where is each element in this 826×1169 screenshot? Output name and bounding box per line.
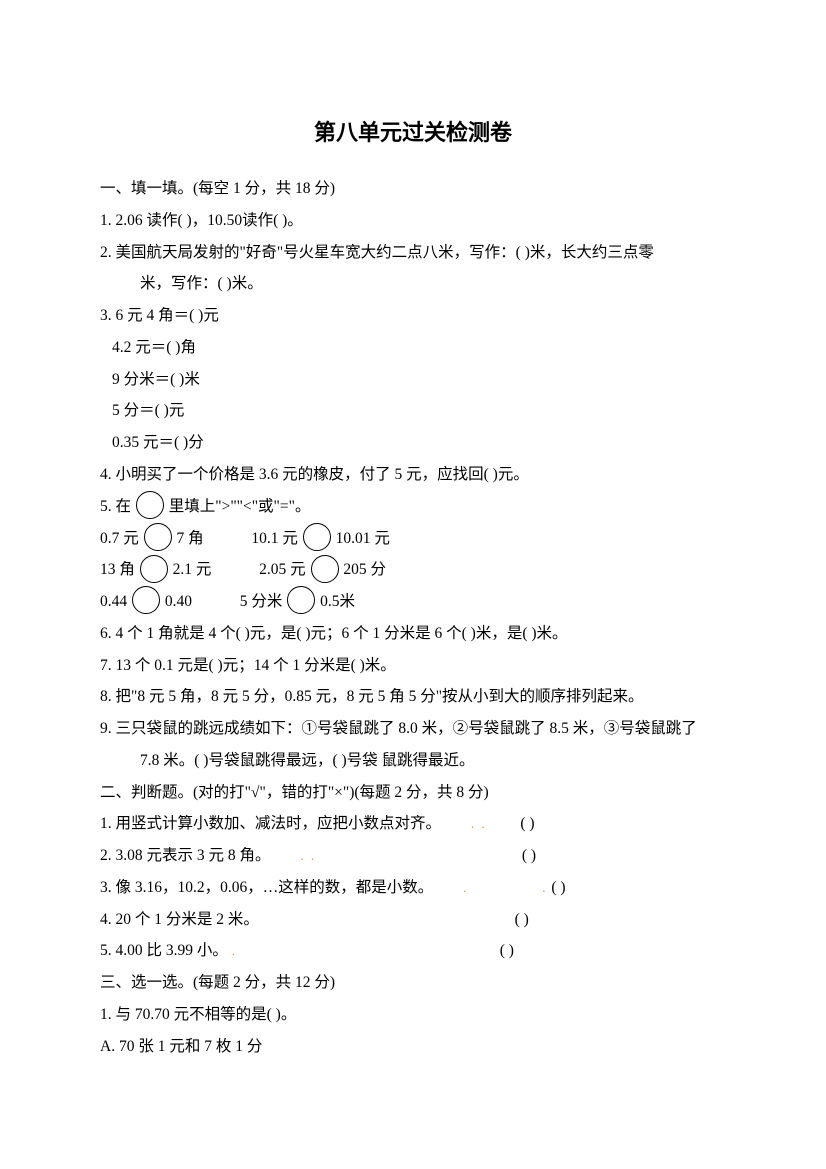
q1-3d: 5 分＝( )元	[100, 395, 726, 427]
q2-1-text: 1. 用竖式计算小数加、减法时，应把小数点对齐。	[100, 815, 441, 832]
section-1-header: 一、填一填。(每空 1 分，共 18 分)	[100, 173, 726, 205]
cmp-left: 0.44	[100, 593, 127, 610]
dots-icon: .	[232, 943, 237, 958]
q1-9a: 9. 三只袋鼠的跳远成绩如下：①号袋鼠跳了 8.0 米，②号袋鼠跳了 8.5 米…	[100, 713, 726, 745]
q1-5-row3: 0.44 0.40 5 分米 0.5米	[100, 586, 726, 618]
q2-5: 5. 4.00 比 3.99 小。 . ( )	[100, 935, 726, 967]
section-2-header: 二、判断题。(对的打"√"，错的打"×")(每题 2 分，共 8 分)	[100, 777, 726, 809]
q2-3-text: 3. 像 3.16，10.2，0.06，…这样的数，都是小数。	[100, 879, 433, 896]
section-3-header: 三、选一选。(每题 2 分，共 12 分)	[100, 967, 726, 999]
cmp-right: 0.40	[165, 593, 192, 610]
q2-1-blank: ( )	[520, 815, 534, 832]
dots-icon: . .	[300, 848, 316, 863]
cmp-right: 7 角	[177, 530, 204, 547]
q1-3e: 0.35 元＝( )分	[100, 427, 726, 459]
q2-4: 4. 20 个 1 分米是 2 米。 ( )	[100, 904, 726, 936]
circle-blank-icon	[132, 586, 160, 614]
exam-page: 第八单元过关检测卷 一、填一填。(每空 1 分，共 18 分) 1. 2.06 …	[0, 0, 826, 1169]
circle-blank-icon	[311, 555, 339, 583]
q1-6: 6. 4 个 1 角就是 4 个( )元，是( )元；6 个 1 分米是 6 个…	[100, 618, 726, 650]
q2-2-text: 2. 3.08 元表示 3 元 8 角。	[100, 847, 271, 864]
q2-5-text: 5. 4.00 比 3.99 小。	[100, 942, 228, 959]
q1-4: 4. 小明买了一个价格是 3.6 元的橡皮，付了 5 元，应找回( )元。	[100, 459, 726, 491]
circle-blank-icon	[140, 555, 168, 583]
q2-3-blank: ( )	[551, 879, 565, 896]
q2-2: 2. 3.08 元表示 3 元 8 角。 . . ( )	[100, 840, 726, 872]
cmp-left: 13 角	[100, 561, 135, 578]
q1-3a: 3. 6 元 4 角＝( )元	[100, 300, 726, 332]
q2-4-blank: ( )	[515, 911, 529, 928]
q2-1: 1. 用竖式计算小数加、减法时，应把小数点对齐。 . . ( )	[100, 808, 726, 840]
circle-blank-icon	[303, 523, 331, 551]
q2-2-blank: ( )	[522, 847, 536, 864]
q1-2-line1: 2. 美国航天局发射的"好奇"号火星车宽大约二点八米，写作：( )米，长大约三点…	[100, 237, 726, 269]
q1-2-line2: 米，写作：( )米。	[100, 268, 726, 300]
cmp-left: 5 分米	[240, 593, 283, 610]
q2-4-text: 4. 20 个 1 分米是 2 米。	[100, 911, 259, 928]
q1-7: 7. 13 个 0.1 元是( )元；14 个 1 分米是( )米。	[100, 650, 726, 682]
cmp-right: 2.1 元	[173, 561, 212, 578]
q1-1: 1. 2.06 读作( )，10.50读作( )。	[100, 205, 726, 237]
q3-1-optA: A. 70 张 1 元和 7 枚 1 分	[100, 1031, 726, 1063]
q3-1: 1. 与 70.70 元不相等的是( )。	[100, 999, 726, 1031]
q1-5-row2: 13 角 2.1 元 2.05 元 205 分	[100, 554, 726, 586]
q1-3b: 4.2 元＝( )角	[100, 332, 726, 364]
circle-blank-icon	[287, 586, 315, 614]
dots-icon: . .	[471, 816, 487, 831]
dots-icon: .	[463, 880, 468, 895]
q1-3c: 9 分米＝( )米	[100, 364, 726, 396]
q2-3: 3. 像 3.16，10.2，0.06，…这样的数，都是小数。 . . ( )	[100, 872, 726, 904]
cmp-left: 10.1 元	[251, 530, 298, 547]
circle-blank-icon	[136, 491, 164, 519]
cmp-right: 10.01 元	[336, 530, 390, 547]
circle-blank-icon	[144, 523, 172, 551]
dots-icon: .	[542, 880, 547, 895]
cmp-left: 2.05 元	[259, 561, 306, 578]
cmp-left: 0.7 元	[100, 530, 139, 547]
cmp-right: 0.5米	[320, 593, 355, 610]
q1-5-text-b: 里填上">""<"或"="。	[169, 498, 311, 515]
cmp-right: 205 分	[343, 561, 386, 578]
page-title: 第八单元过关检测卷	[100, 110, 726, 155]
q1-9b: 7.8 米。( )号袋鼠跳得最远，( )号袋 鼠跳得最近。	[100, 745, 726, 777]
q1-5-prompt: 5. 在 里填上">""<"或"="。	[100, 491, 726, 523]
q1-5-text-a: 5. 在	[100, 498, 131, 515]
q2-5-blank: ( )	[500, 942, 514, 959]
q1-5-row1: 0.7 元 7 角 10.1 元 10.01 元	[100, 523, 726, 555]
q1-8: 8. 把"8 元 5 角，8 元 5 分，0.85 元，8 元 5 角 5 分"…	[100, 681, 726, 713]
